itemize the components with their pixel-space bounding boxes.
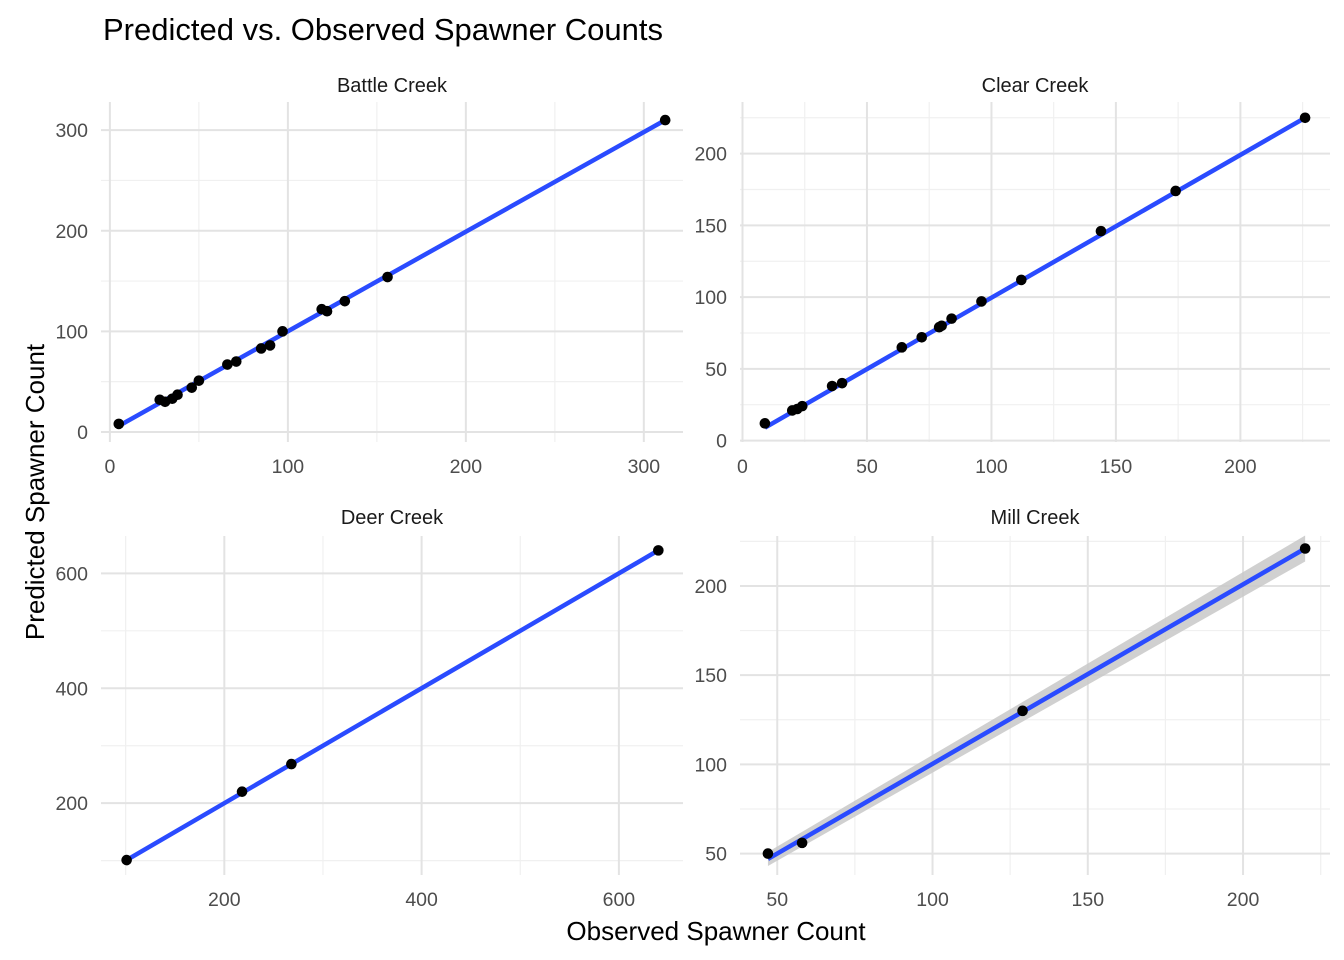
y-tick-label: 100 bbox=[55, 321, 88, 343]
data-point bbox=[339, 295, 351, 307]
panel-battle-creek: Battle Creek 0 100 200 300 0 100 200 300 bbox=[55, 75, 683, 478]
data-point bbox=[321, 305, 333, 317]
facet-label: Clear Creek bbox=[982, 75, 1090, 97]
data-point bbox=[193, 375, 205, 386]
data-point bbox=[277, 326, 288, 337]
data-point bbox=[1016, 274, 1027, 286]
x-tick-label: 300 bbox=[628, 456, 661, 478]
data-point bbox=[286, 758, 297, 770]
data-point bbox=[896, 342, 908, 353]
x-tick-label: 150 bbox=[1100, 456, 1133, 478]
facet-label: Mill Creek bbox=[991, 507, 1081, 529]
y-tick-label: 0 bbox=[77, 422, 88, 444]
data-point bbox=[759, 418, 771, 429]
x-tick-label: 50 bbox=[856, 456, 878, 478]
x-tick-label: 0 bbox=[737, 456, 748, 478]
data-point bbox=[796, 400, 808, 412]
data-point bbox=[1299, 112, 1311, 124]
y-tick-label: 200 bbox=[694, 144, 727, 166]
data-point bbox=[796, 837, 808, 849]
fit-line bbox=[763, 115, 1307, 430]
data-point bbox=[836, 377, 848, 389]
data-point bbox=[1299, 543, 1311, 554]
y-tick-label: 200 bbox=[55, 793, 88, 815]
chart-title: Predicted vs. Observed Spawner Counts bbox=[103, 12, 663, 47]
y-tick-label: 150 bbox=[694, 215, 727, 237]
x-tick-label: 200 bbox=[450, 456, 483, 478]
x-axis-title: Observed Spawner Count bbox=[566, 916, 866, 946]
x-tick-label: 400 bbox=[405, 889, 438, 911]
data-point bbox=[222, 359, 233, 370]
y-tick-label: 300 bbox=[55, 120, 88, 142]
data-point bbox=[186, 382, 198, 393]
data-point bbox=[236, 786, 248, 797]
data-point bbox=[659, 114, 671, 126]
y-tick-label: 150 bbox=[694, 665, 727, 687]
x-tick-label: 0 bbox=[104, 456, 115, 478]
x-tick-label: 150 bbox=[1072, 889, 1105, 911]
fit-line bbox=[125, 548, 660, 863]
data-point bbox=[1170, 185, 1181, 197]
x-tick-label: 200 bbox=[1227, 889, 1260, 911]
data-point bbox=[936, 320, 947, 332]
y-tick-label: 50 bbox=[705, 359, 727, 381]
data-point bbox=[121, 854, 132, 866]
data-point bbox=[172, 389, 183, 401]
x-tick-label: 50 bbox=[766, 889, 788, 911]
y-axis-title: Predicted Spawner Count bbox=[20, 343, 50, 640]
y-tick-label: 50 bbox=[705, 844, 727, 866]
data-point bbox=[916, 331, 928, 343]
data-point bbox=[653, 545, 664, 556]
panel-clear-creek: Clear Creek 0 50 100 150 200 0 50 100 150 200 bbox=[694, 75, 1330, 478]
facet-panels: Battle Creek 0 100 200 300 0 100 200 300 Clear Cr… bbox=[55, 75, 1330, 911]
data-point bbox=[382, 271, 393, 283]
y-tick-label: 400 bbox=[55, 678, 88, 700]
data-point bbox=[255, 343, 267, 354]
x-tick-label: 200 bbox=[1224, 456, 1257, 478]
x-tick-label: 100 bbox=[916, 889, 949, 911]
facet-label: Deer Creek bbox=[341, 507, 444, 529]
data-point bbox=[762, 848, 774, 859]
data-point bbox=[1017, 705, 1028, 717]
data-point bbox=[976, 296, 987, 307]
y-tick-label: 0 bbox=[716, 431, 727, 453]
y-tick-label: 600 bbox=[55, 563, 88, 585]
data-point bbox=[1095, 225, 1107, 237]
y-tick-label: 200 bbox=[55, 221, 88, 243]
x-tick-label: 600 bbox=[603, 889, 636, 911]
data-point bbox=[946, 313, 957, 324]
y-tick-label: 100 bbox=[694, 287, 727, 309]
panel-mill-creek: Mill Creek 50 100 150 200 50 100 150 200 bbox=[694, 507, 1330, 911]
y-tick-label: 200 bbox=[694, 576, 727, 598]
facet-label: Battle Creek bbox=[337, 75, 448, 97]
y-tick-label: 100 bbox=[694, 754, 727, 776]
data-point bbox=[826, 380, 838, 392]
x-tick-label: 100 bbox=[272, 456, 305, 478]
x-tick-label: 200 bbox=[208, 889, 241, 911]
fit-line bbox=[117, 118, 667, 428]
x-tick-label: 100 bbox=[975, 456, 1008, 478]
fit-line bbox=[766, 546, 1307, 861]
data-point bbox=[264, 340, 276, 351]
panel-deer-creek: Deer Creek 200 400 600 200 400 600 bbox=[55, 507, 683, 911]
data-point bbox=[113, 418, 125, 430]
data-point bbox=[230, 356, 242, 367]
